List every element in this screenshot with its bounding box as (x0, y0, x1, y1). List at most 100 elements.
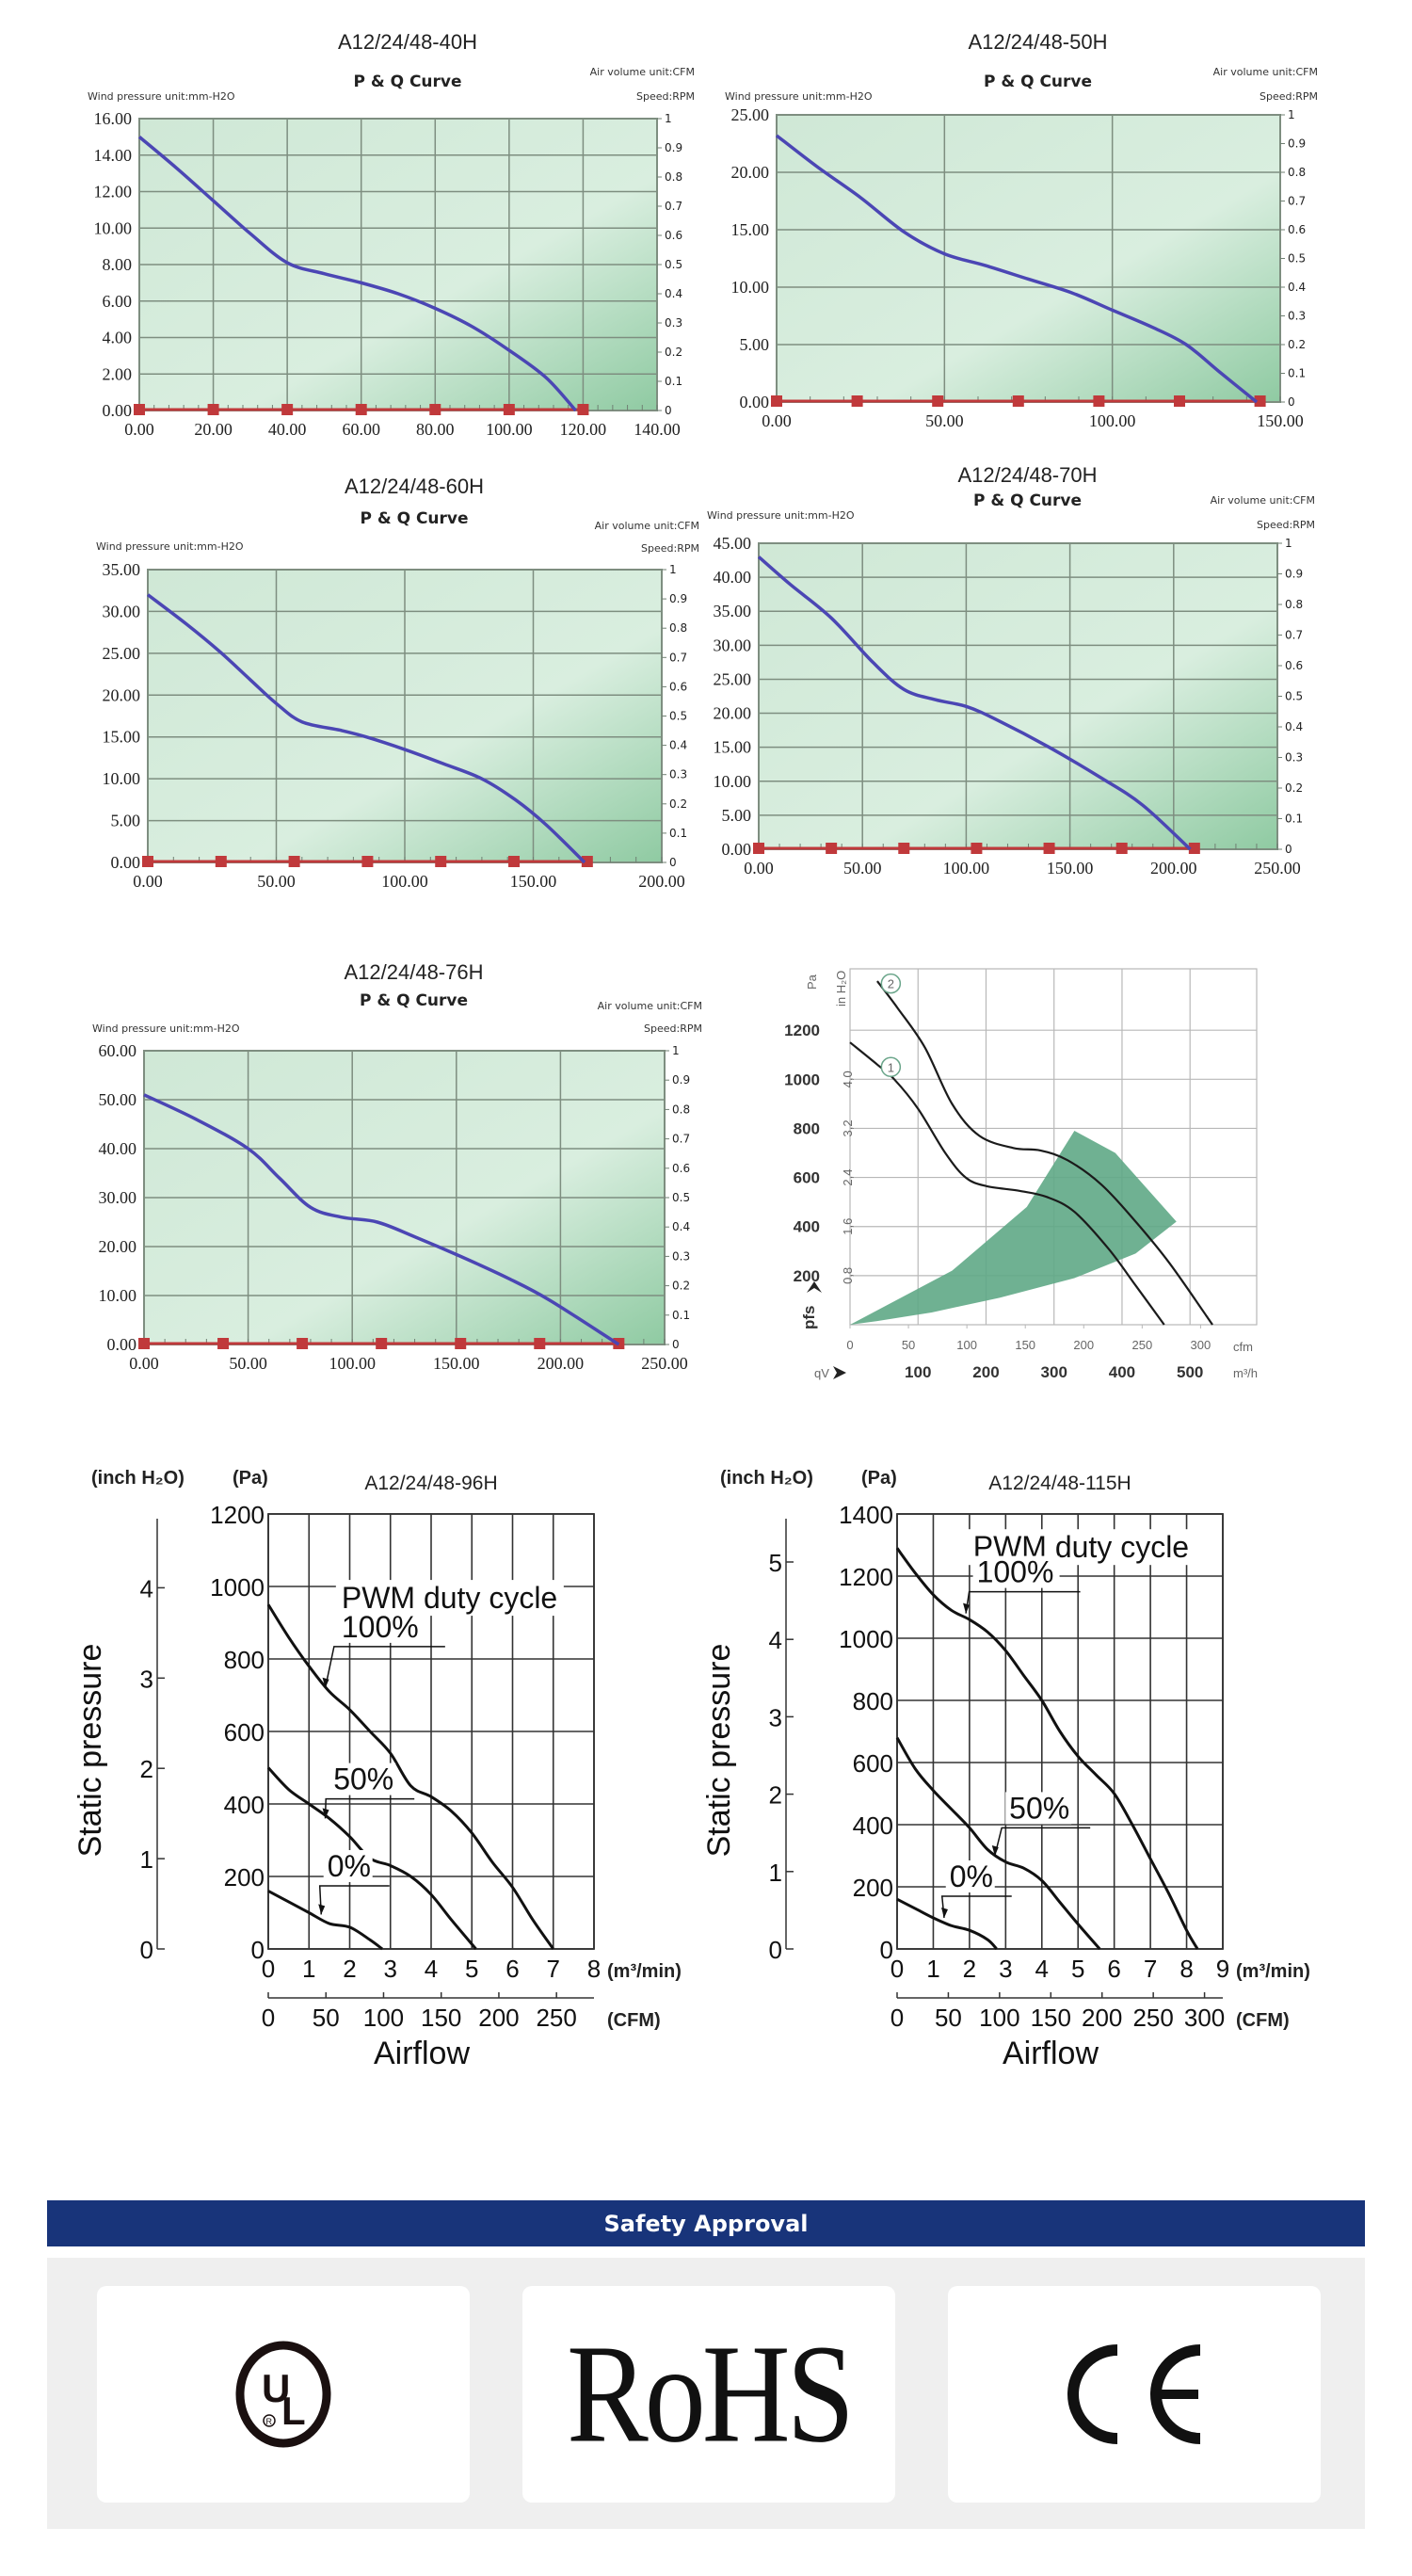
chart-subtitle: P & Q Curve (353, 72, 461, 91)
label-backdrop (337, 1610, 425, 1643)
right-tick-label: 0.1 (665, 375, 682, 388)
inh2o-tick-label: 2 (140, 1755, 153, 1783)
y-tick-label: 10.00 (731, 278, 770, 297)
x-tick-label: 3 (999, 1955, 1012, 1983)
rohs-card: RoHS (522, 2286, 895, 2503)
pressure-unit-label: Wind pressure unit:mm-H2O (88, 90, 235, 103)
pressure-unit-label: Wind pressure unit:mm-H2O (725, 90, 873, 103)
cfm-tick-label: 200 (1082, 2004, 1122, 2032)
speed-marker (826, 843, 838, 854)
leader-arrow-icon (991, 1845, 999, 1856)
y-tick-label: 10.00 (714, 772, 752, 791)
right-tick-label: 1 (1285, 537, 1292, 550)
curve-label: 2 (888, 977, 894, 991)
speed-marker (429, 404, 441, 415)
label-backdrop (323, 1850, 373, 1882)
speed-marker (1174, 395, 1185, 407)
chart-subtitle: P & Q Curve (360, 509, 468, 528)
chart-title: A12/24/48-96H (364, 1473, 497, 1494)
right-tick-label: 1 (665, 112, 672, 125)
x-tick-label: 0.00 (124, 420, 154, 439)
cfm-tick-label: 100 (956, 1338, 977, 1352)
speed-marker (534, 1338, 546, 1349)
inh2o-unit-label: (inch H₂O) (720, 1468, 813, 1489)
y-tick-label: 14.00 (94, 146, 133, 165)
right-tick-label: 0.5 (672, 1191, 690, 1204)
right-tick-label: 1 (669, 563, 677, 576)
x-tick-label: 250.00 (1254, 859, 1301, 877)
cfm-tick-label: 0 (891, 2004, 904, 2032)
right-tick-label: 0.3 (665, 316, 682, 330)
y-tick-label: 35.00 (714, 602, 752, 620)
x-tick-label: 100.00 (486, 420, 533, 439)
speed-marker (207, 404, 219, 415)
ul-card: U L R (97, 2286, 470, 2503)
x-tick-label: 100.00 (943, 859, 990, 877)
x-tick-label: 200.00 (538, 1354, 585, 1373)
inh2o-tick-label: 0,8 (841, 1267, 855, 1284)
y-tick-label: 30.00 (714, 636, 752, 654)
inh2o-unit-label: (inch H₂O) (91, 1468, 185, 1489)
x-tick-label: 150.00 (433, 1354, 480, 1373)
inh2o-tick-label: 1,6 (841, 1218, 855, 1235)
leader-arrow-icon (322, 1808, 329, 1819)
x-tick-label: 50.00 (229, 1354, 267, 1373)
air-volume-unit-label: Air volume unit:CFM (590, 66, 695, 78)
x-tick-label: 150.00 (510, 872, 557, 891)
right-tick-label: 0 (672, 1338, 680, 1351)
series-label: 0% (950, 1860, 993, 1893)
cfm-unit-label: cfm (1233, 1340, 1253, 1354)
cfm-unit-label: (CFM) (607, 2010, 661, 2031)
y-axis-symbol: pfs (800, 1306, 818, 1330)
pa-tick-label: 600 (853, 1749, 893, 1778)
cfm-tick-label: 250 (536, 2004, 576, 2032)
ul-logo-icon: U L R (235, 2341, 331, 2448)
air-volume-unit-label: Air volume unit:CFM (1211, 494, 1315, 507)
pq-curve (143, 1093, 620, 1346)
chart-96h: PWM duty cycle100%50%0%02004006008001000… (72, 1468, 682, 2071)
chart-115h: PWM duty cycle100%50%0%02004006008001000… (701, 1468, 1310, 2071)
y-tick-label: 6.00 (103, 292, 133, 311)
y-tick-label: 60.00 (99, 1041, 137, 1060)
y-tick-label: 45.00 (714, 534, 752, 553)
right-tick-label: 0.3 (672, 1249, 690, 1263)
speed-marker (1188, 843, 1200, 854)
x-tick-label: 1 (926, 1955, 939, 1983)
label-backdrop (972, 1555, 1060, 1588)
y-tick-label: 1000 (784, 1071, 820, 1088)
pwm-curve-100pct (266, 1603, 554, 1950)
right-tick-label: 1 (672, 1044, 680, 1057)
legend-title: PWM duty cycle (342, 1581, 557, 1615)
leader-line (940, 1895, 1012, 1919)
cfm-tick-label: 200 (1073, 1338, 1094, 1352)
speed-unit-label: Speed:RPM (636, 90, 695, 103)
right-tick-label: 0.7 (669, 651, 687, 664)
y-tick-label: 0.00 (103, 401, 133, 420)
label-backdrop (1005, 1792, 1072, 1825)
chart-40h: A12/24/48-40H P & Q Curve Wind pressure un… (88, 30, 695, 439)
ce-mark-icon (1067, 2344, 1201, 2444)
chart-60h: A12/24/48-60H P & Q Curve Wind pressure un… (96, 475, 699, 891)
leader-arrow-icon (940, 1908, 948, 1918)
x-axis-arrow-icon (833, 1366, 846, 1379)
speed-marker (281, 404, 294, 415)
speed-marker (508, 856, 521, 867)
x-tick-label: 2 (343, 1955, 356, 1983)
inh2o-tick-label: 3,2 (841, 1119, 855, 1136)
right-tick-label: 0.2 (669, 797, 687, 811)
x-tick-label: 150.00 (1257, 411, 1304, 430)
y-tick-label: 0.00 (722, 840, 752, 859)
series-label: 0% (328, 1849, 371, 1883)
speed-marker (215, 856, 227, 867)
leader-line (324, 1797, 415, 1819)
x-axis-label: Airflow (374, 2036, 470, 2071)
right-tick-label: 0.5 (669, 710, 687, 723)
x-tick-label: 2 (963, 1955, 976, 1983)
y-tick-label: 15.00 (731, 220, 770, 239)
right-tick-label: 0.1 (669, 827, 687, 840)
cfm-tick-label: 250 (1131, 1338, 1152, 1352)
cfm-tick-label: 300 (1184, 2004, 1225, 2032)
speed-marker (138, 1338, 150, 1349)
inh2o-tick-label: 3 (769, 1703, 782, 1731)
y-tick-label: 0.00 (111, 853, 141, 872)
